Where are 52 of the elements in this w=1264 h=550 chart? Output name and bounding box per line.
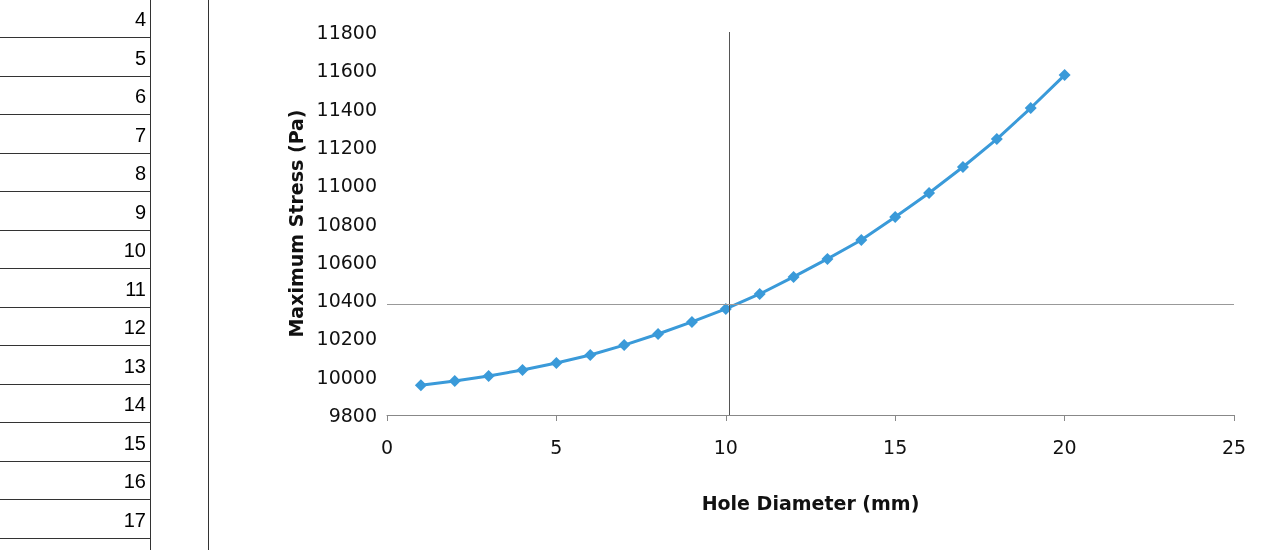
point	[855, 233, 868, 246]
x-tick-label: 20	[1052, 435, 1077, 458]
y-tick-label: 11600	[316, 59, 377, 82]
text: 4	[0, 0, 150, 38]
y-tick-label: 10400	[316, 289, 377, 312]
point	[889, 210, 902, 223]
y-tick-label: 11400	[316, 97, 377, 120]
y-axis-title: Maximum Stress (Pa)	[285, 109, 308, 338]
text: 17	[0, 500, 150, 539]
text: 14	[0, 385, 150, 423]
point	[482, 369, 495, 382]
point	[414, 379, 427, 392]
text: 12	[0, 308, 150, 346]
y-tick-label: 10200	[316, 327, 377, 350]
text: 16	[0, 462, 150, 500]
y-tick-label: 11200	[316, 135, 377, 158]
text: 8	[0, 154, 150, 192]
text: 5	[0, 38, 150, 77]
point	[516, 364, 529, 376]
point	[956, 161, 969, 174]
point	[618, 339, 631, 352]
x-tick-label: 10	[713, 435, 738, 458]
y-tick-label: 11800	[316, 21, 377, 43]
point	[787, 270, 800, 283]
y-tick-label: 10800	[316, 212, 377, 235]
point	[753, 287, 766, 300]
point	[685, 315, 698, 328]
text: 9	[0, 192, 150, 231]
point	[821, 252, 834, 265]
y-tick-label: 10000	[316, 365, 377, 388]
text: 13	[0, 346, 150, 385]
point	[990, 133, 1003, 146]
x-axis-title: Hole Diameter (mm)	[701, 491, 920, 514]
text: 6	[0, 77, 150, 115]
y-tick-label: 10600	[316, 250, 377, 273]
y-tick-label: 9800	[328, 404, 377, 426]
x-tick-label: 15	[883, 435, 908, 458]
x-tick-label: 25	[1221, 435, 1247, 458]
point	[448, 374, 461, 387]
point	[652, 328, 665, 340]
point	[923, 187, 936, 200]
point	[550, 356, 563, 369]
x-tick-label: 0	[380, 435, 394, 458]
point	[584, 349, 597, 362]
text: 10	[0, 231, 150, 269]
point	[719, 302, 732, 315]
x-tick-label: 5	[550, 435, 563, 458]
text: 11	[0, 269, 150, 308]
y-tick-label: 11000	[316, 174, 377, 197]
text: 7	[0, 115, 150, 154]
point	[1058, 69, 1071, 82]
point	[1024, 102, 1037, 115]
